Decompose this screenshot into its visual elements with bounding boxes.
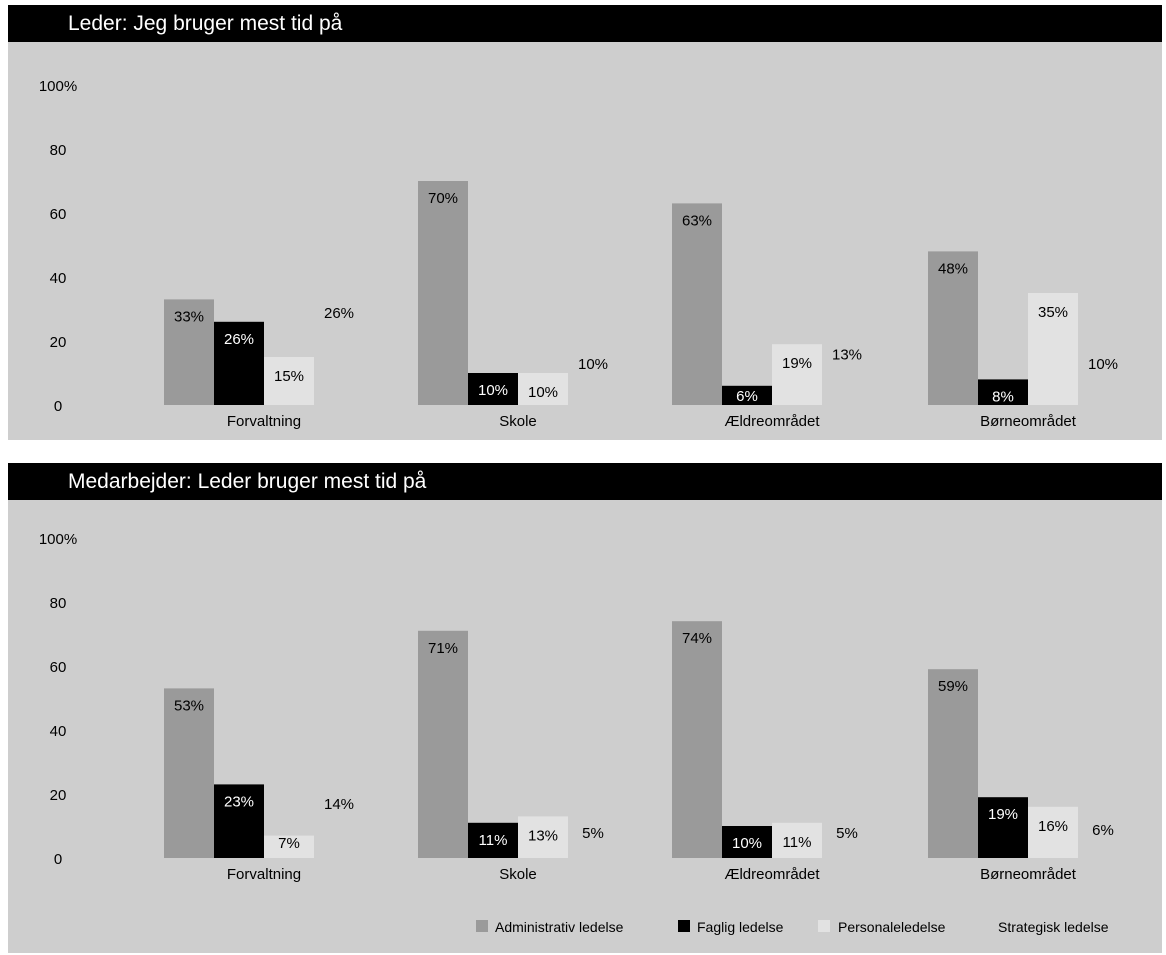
y-tick-label-bottom: 40 (50, 723, 67, 740)
chart-title-top: Leder: Jeg bruger mest tid på (8, 5, 1162, 42)
y-tick-label-bottom: 20 (50, 787, 67, 804)
data-label-top: 13% (832, 346, 862, 363)
bar-top (164, 299, 214, 405)
y-tick-label-top: 0 (54, 398, 62, 415)
bar-bottom (928, 669, 978, 858)
category-label-bottom: Børneområdet (980, 866, 1077, 883)
data-label-bottom: 23% (224, 793, 254, 810)
bar-bottom (418, 630, 468, 858)
data-label-top: 63% (682, 212, 712, 229)
bar-bottom (772, 822, 822, 858)
data-label-bottom: 11% (479, 832, 508, 849)
data-label-top: 33% (174, 308, 204, 325)
data-label-bottom: 11% (783, 834, 812, 851)
data-label-bottom: 59% (938, 678, 968, 695)
data-label-top: 15% (274, 368, 304, 385)
category-label-top: Ældreområdet (724, 413, 820, 430)
legend-label: Strategisk ledelse (998, 919, 1109, 935)
data-label-bottom: 13% (528, 827, 558, 844)
y-tick-label-bottom: 0 (54, 851, 62, 868)
data-label-top: 26% (224, 331, 254, 348)
y-tick-label-top: 20 (50, 334, 67, 351)
category-label-top: Forvaltning (227, 413, 301, 430)
data-label-top: 19% (782, 355, 812, 372)
bar-top (214, 321, 264, 405)
bar-bottom (214, 784, 264, 858)
data-label-top: 10% (578, 356, 608, 373)
data-label-bottom: 74% (682, 630, 712, 647)
bar-bottom (568, 842, 618, 858)
data-label-bottom: 6% (1092, 822, 1114, 839)
bar-top (518, 373, 568, 405)
bar-bottom (314, 813, 364, 858)
category-label-bottom: Ældreområdet (724, 866, 820, 883)
chart-title-bottom: Medarbejder: Leder bruger mest tid på (8, 463, 1162, 500)
data-label-bottom: 71% (428, 640, 458, 657)
data-label-top: 10% (1088, 356, 1118, 373)
category-label-bottom: Skole (499, 866, 537, 883)
legend-swatch (476, 920, 488, 932)
y-tick-label-bottom: 80 (50, 595, 67, 612)
bar-bottom (164, 688, 214, 858)
y-tick-label-top: 60 (50, 206, 67, 223)
category-label-top: Skole (499, 413, 537, 430)
legend-swatch (818, 920, 830, 932)
legend-swatch (678, 920, 690, 932)
bar-bottom (1028, 806, 1078, 858)
data-label-top: 35% (1038, 304, 1068, 321)
bar-bottom (1078, 838, 1128, 858)
bar-top (418, 181, 468, 405)
data-label-bottom: 14% (324, 796, 354, 813)
bar-bottom (672, 621, 722, 858)
data-label-top: 48% (938, 260, 968, 277)
data-label-bottom: 53% (174, 697, 204, 714)
bar-top (314, 321, 364, 405)
bar-top (822, 363, 872, 405)
data-label-top: 70% (428, 190, 458, 207)
bar-top (772, 344, 822, 405)
data-label-bottom: 5% (836, 825, 858, 842)
data-label-top: 6% (736, 388, 758, 405)
bar-bottom (264, 835, 314, 858)
data-label-top: 26% (324, 305, 354, 322)
data-label-top: 10% (528, 384, 558, 401)
data-label-bottom: 7% (278, 835, 300, 852)
bar-top (1078, 373, 1128, 405)
category-label-top: Børneområdet (980, 413, 1077, 430)
bar-top (468, 373, 518, 405)
bar-top (722, 385, 772, 405)
y-tick-label-bottom: 60 (50, 659, 67, 676)
data-label-top: 10% (478, 382, 508, 399)
bar-top (978, 379, 1028, 405)
bar-top (672, 203, 722, 405)
legend-label: Personaleledelse (838, 919, 946, 935)
y-tick-label-top: 100% (39, 78, 77, 95)
bar-top (1028, 293, 1078, 405)
legend-label: Faglig ledelse (697, 919, 784, 935)
y-tick-label-bottom: 100% (39, 531, 77, 548)
bar-top (928, 251, 978, 405)
legend-label: Administrativ ledelse (495, 919, 624, 935)
y-tick-label-top: 80 (50, 142, 67, 159)
bar-top (568, 373, 618, 405)
data-label-top: 8% (992, 388, 1014, 405)
bar-bottom (978, 797, 1028, 858)
bar-bottom (468, 822, 518, 858)
data-label-bottom: 19% (988, 806, 1018, 823)
data-label-bottom: 5% (582, 825, 604, 842)
data-label-bottom: 10% (732, 835, 762, 852)
bar-bottom (722, 826, 772, 858)
bar-top (264, 357, 314, 405)
bar-bottom (518, 816, 568, 858)
category-label-bottom: Forvaltning (227, 866, 301, 883)
data-label-bottom: 16% (1038, 818, 1068, 835)
y-tick-label-top: 40 (50, 270, 67, 287)
bar-bottom (822, 842, 872, 858)
